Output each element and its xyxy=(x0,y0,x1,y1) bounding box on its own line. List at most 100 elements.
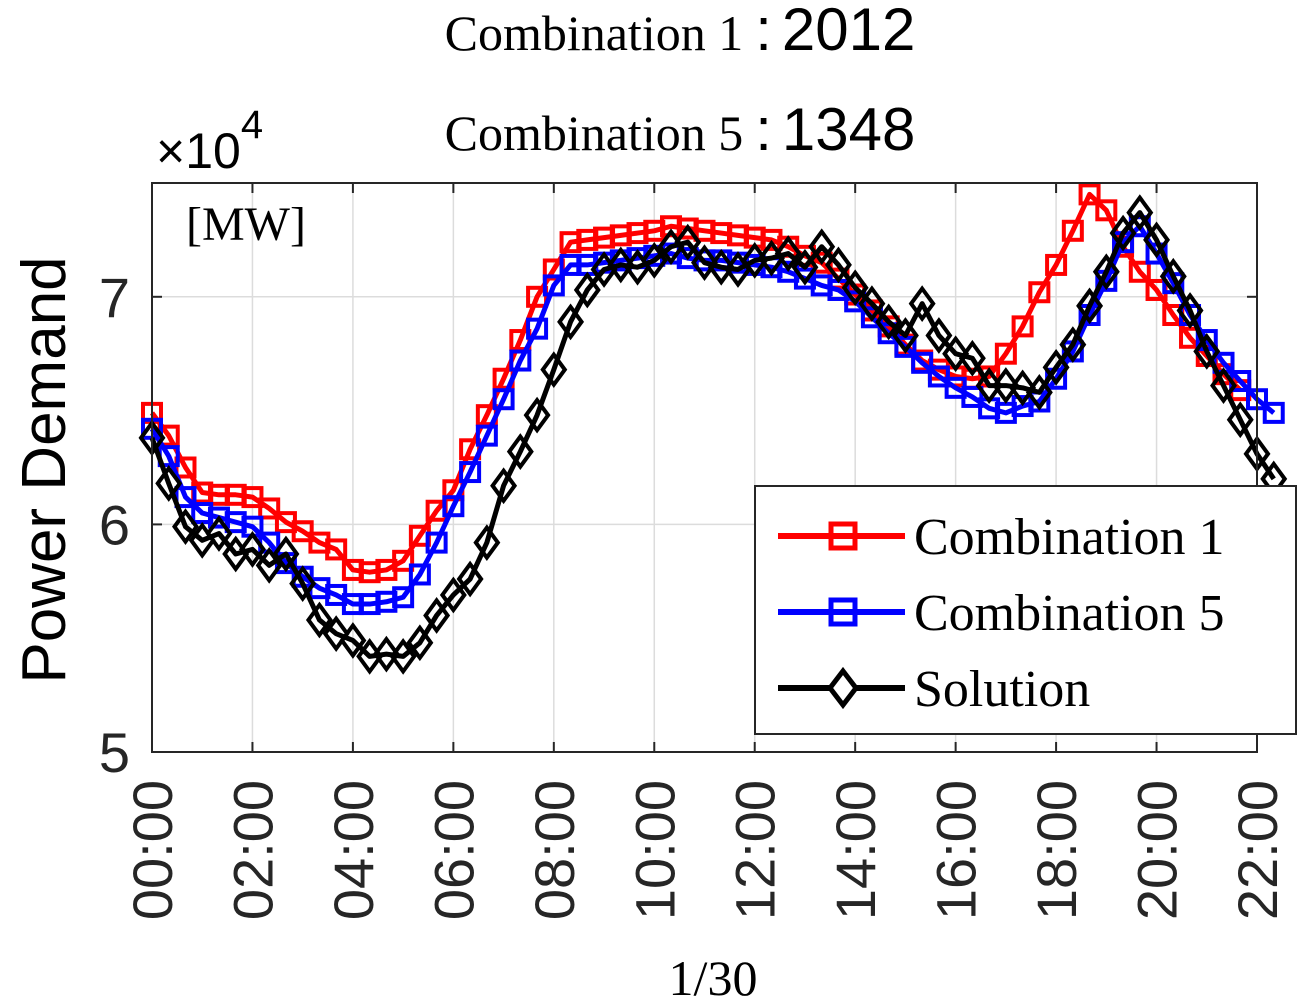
series-3-point-33 xyxy=(691,244,718,282)
series-3-point-43 xyxy=(858,285,886,323)
series-1-point-7 xyxy=(258,497,281,520)
series-2-point-20 xyxy=(475,424,498,447)
series-3-point-2 xyxy=(172,508,199,546)
series-3-point-45 xyxy=(891,317,919,354)
series-3-point-1 xyxy=(155,465,183,502)
series-3-point-49 xyxy=(958,339,986,377)
series-1-point-53 xyxy=(1028,281,1051,304)
series-1-point-59 xyxy=(1128,260,1151,283)
title-line-2-label: Combination 5 xyxy=(445,105,744,161)
y-exponent-base: ×10 xyxy=(156,123,241,179)
y-tick-label-0: 5 xyxy=(99,721,130,784)
legend-marker-1 xyxy=(828,521,858,551)
y-tick-label-1: 6 xyxy=(99,493,130,556)
series-2-point-22 xyxy=(509,349,532,372)
y-tick-labels: 5 6 7 xyxy=(99,266,130,784)
x-tick-label-5: 10:00 xyxy=(623,780,686,920)
title-line-2-separator: : xyxy=(755,96,772,163)
series-2-point-18 xyxy=(442,495,465,518)
series-3-point-39 xyxy=(791,248,819,286)
plot-area-frame xyxy=(151,182,1258,753)
series-2-point-17 xyxy=(425,531,448,554)
series-3-point-54 xyxy=(1042,348,1070,386)
x-tick-label-4: 08:00 xyxy=(523,780,586,920)
chart-title: Combination 1:2012 Combination 5:1348 xyxy=(445,0,916,163)
series-3-point-11 xyxy=(322,615,350,653)
title-line-1-label: Combination 1 xyxy=(445,5,744,61)
series-3-point-44 xyxy=(875,303,903,341)
series-1-point-54 xyxy=(1045,253,1068,276)
x-tick-label-6: 12:00 xyxy=(724,780,787,920)
series-3-point-10 xyxy=(305,601,333,639)
series-layer xyxy=(138,183,1288,675)
tick-marks xyxy=(151,183,1258,753)
series-1-point-55 xyxy=(1061,219,1084,242)
series-3-point-26 xyxy=(573,271,601,309)
series-2-point-21 xyxy=(492,388,515,411)
series-3-point-18 xyxy=(439,576,467,614)
title-line-2-value: 1348 xyxy=(782,96,915,163)
x-tick-label-2: 04:00 xyxy=(322,780,385,920)
series-3-point-42 xyxy=(841,269,869,307)
series-3-point-7 xyxy=(255,546,283,584)
series-3-point-59 xyxy=(1126,194,1154,231)
legend-label-1: Combination 1 xyxy=(914,509,1225,566)
series-1-point-15 xyxy=(392,549,415,572)
series-1-point-57 xyxy=(1095,199,1118,222)
series-3-point-6 xyxy=(238,531,266,568)
series-3-point-25 xyxy=(557,303,585,341)
title-line-1: Combination 1:2012 xyxy=(445,0,916,63)
series-2-point-15 xyxy=(392,586,415,609)
series-1-point-51 xyxy=(994,342,1017,365)
series-1-point-9 xyxy=(291,520,314,543)
series-3-point-57 xyxy=(1092,253,1120,291)
legend-label-3: Solution xyxy=(914,661,1090,718)
series-3-point-19 xyxy=(456,560,484,598)
title-line-1-value: 2012 xyxy=(782,0,915,63)
series-3-point-17 xyxy=(423,597,451,634)
legend-marker-2 xyxy=(828,597,858,627)
legend: Combination 1 Combination 5 Solution xyxy=(754,485,1297,735)
series-3-point-8 xyxy=(272,535,300,573)
series-3-point-53 xyxy=(1025,374,1053,411)
series-3-point-12 xyxy=(339,622,367,659)
title-line-2: Combination 5:1348 xyxy=(445,96,916,163)
series-3-point-20 xyxy=(473,524,501,561)
legend-marker-3 xyxy=(826,666,860,710)
series-3-point-24 xyxy=(540,351,568,389)
series-3-point-41 xyxy=(824,246,852,284)
series-3 xyxy=(138,194,1288,675)
series-3-point-65 xyxy=(1226,401,1254,439)
series-1-point-2 xyxy=(174,456,197,479)
series-3-point-47 xyxy=(925,317,953,354)
series-3-point-22 xyxy=(506,433,534,470)
x-tick-label-1: 02:00 xyxy=(221,780,284,920)
series-3-point-63 xyxy=(1193,333,1221,370)
series-3-point-40 xyxy=(808,228,836,266)
series-3-point-38 xyxy=(774,235,802,272)
series-1-point-11 xyxy=(325,538,348,561)
y-axis-title: Power Demand xyxy=(10,256,79,683)
x-axis-title: 1/30 xyxy=(669,950,758,1006)
series-3-point-23 xyxy=(523,396,551,434)
x-tick-label-7: 14:00 xyxy=(824,780,887,920)
series-3-point-9 xyxy=(289,565,317,602)
series-2-point-16 xyxy=(408,563,431,586)
series-3-point-46 xyxy=(908,285,936,323)
x-tick-label-0: 00:00 xyxy=(121,780,184,920)
series-3-point-28 xyxy=(607,246,635,284)
series-3-point-15 xyxy=(389,638,417,675)
series-2-point-46 xyxy=(911,351,934,374)
series-3-point-48 xyxy=(942,335,970,373)
title-line-1-separator: : xyxy=(755,0,772,63)
series-3-point-64 xyxy=(1210,367,1237,404)
series-2-point-24 xyxy=(542,274,565,297)
series-3-point-62 xyxy=(1176,292,1204,329)
x-tick-label-8: 16:00 xyxy=(925,780,988,920)
series-2-point-19 xyxy=(459,461,482,484)
x-tick-label-9: 18:00 xyxy=(1025,780,1088,920)
series-3-point-16 xyxy=(406,624,434,662)
series-1-point-23 xyxy=(526,285,549,308)
series-2-point-49 xyxy=(961,385,984,408)
